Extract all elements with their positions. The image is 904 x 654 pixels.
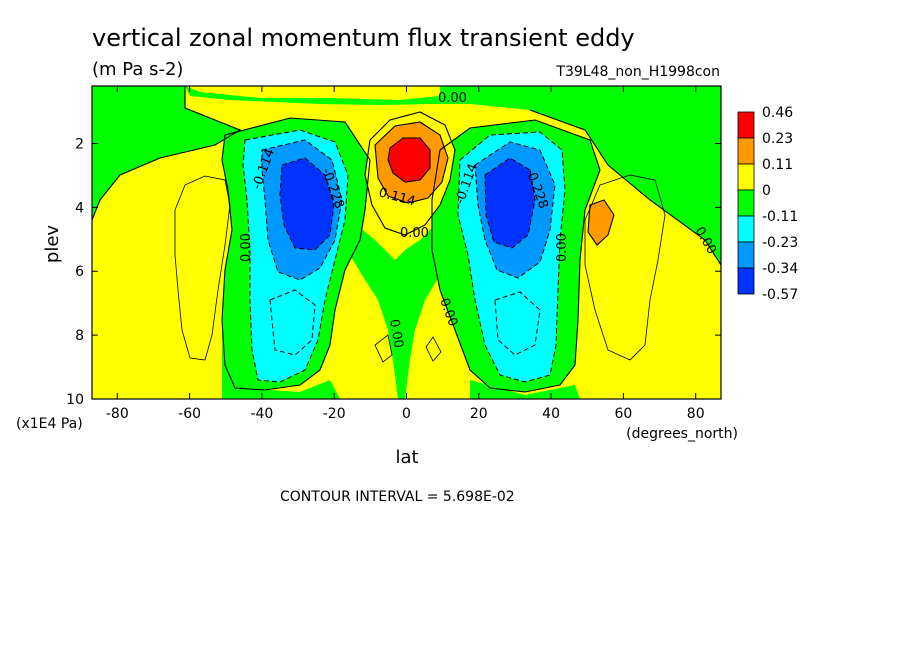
colorbar-label: -0.57 bbox=[762, 287, 798, 303]
contour-label: 0.00 bbox=[555, 233, 570, 262]
colorbar-label: -0.23 bbox=[762, 235, 798, 251]
y-tick-label: 2 bbox=[75, 136, 84, 152]
y-tick-label: 6 bbox=[75, 264, 84, 280]
x-tick-label: -40 bbox=[250, 406, 273, 422]
y-axis-label: plev bbox=[42, 225, 63, 264]
contour-interval: CONTOUR INTERVAL = 5.698E-02 bbox=[280, 489, 515, 505]
contour-lines-positive bbox=[174, 174, 666, 363]
field-nh-deepblue bbox=[485, 158, 535, 248]
colorbar-label: 0.46 bbox=[762, 105, 793, 121]
contour-label: 0.00 bbox=[386, 318, 406, 349]
x-tick-label: 40 bbox=[542, 406, 560, 422]
field-bottom-green-right bbox=[470, 380, 580, 399]
contour-label: 0.00 bbox=[400, 226, 429, 241]
chart-units: (m Pa s-2) bbox=[92, 59, 183, 80]
colorbar-swatch bbox=[737, 137, 755, 165]
field-top-yellow-strip bbox=[185, 86, 440, 100]
plot-area: 0.00 0.00 0.00 0.00 0.00 0.00 0.00 -0.11… bbox=[91, 85, 722, 400]
field-sh-deepblue bbox=[280, 158, 334, 250]
y-tick-label: 8 bbox=[75, 328, 84, 344]
field-left-green-top bbox=[92, 86, 240, 220]
contour-label: 0.00 bbox=[239, 233, 254, 262]
contour-lines-solid bbox=[91, 86, 722, 393]
colorbar-swatch bbox=[737, 189, 755, 217]
colorbar-label: -0.34 bbox=[762, 261, 798, 277]
contour-lines-negative bbox=[242, 129, 566, 383]
field-nh-orange bbox=[588, 200, 614, 245]
y-axis-units: (x1E4 Pa) bbox=[16, 416, 83, 432]
chart-title: vertical zonal momentum flux transient e… bbox=[92, 24, 635, 52]
field-eq-red bbox=[388, 138, 430, 182]
x-axis: -80 -60 -40 -20 0 20 40 60 80 bbox=[106, 86, 705, 422]
contour-label: 0.00 bbox=[438, 91, 467, 106]
x-tick-label: 20 bbox=[470, 406, 488, 422]
x-tick-label: -60 bbox=[178, 406, 201, 422]
colorbar-swatch bbox=[737, 163, 755, 191]
colorbar-label: 0.11 bbox=[762, 157, 793, 173]
colorbar-label: 0 bbox=[762, 183, 771, 199]
x-tick-label: 60 bbox=[614, 406, 632, 422]
x-tick-label: 80 bbox=[687, 406, 705, 422]
colorbar-swatch bbox=[737, 241, 755, 269]
y-axis: 2 4 6 8 10 bbox=[66, 136, 721, 408]
colorbar-swatch bbox=[737, 267, 755, 295]
colorbar: 0.46 0.23 0.11 0 -0.11 -0.23 -0.34 -0.57 bbox=[737, 105, 798, 303]
colorbar-swatch bbox=[737, 111, 755, 139]
colorbar-label: -0.11 bbox=[762, 209, 798, 225]
colorbar-label: 0.23 bbox=[762, 131, 793, 147]
x-tick-label: 0 bbox=[402, 406, 411, 422]
x-axis-label: lat bbox=[395, 447, 418, 468]
field-center-green bbox=[345, 215, 455, 399]
y-tick-label: 4 bbox=[75, 200, 84, 216]
y-tick-label: 10 bbox=[66, 392, 84, 408]
field-top-green bbox=[92, 86, 721, 265]
run-label: T39L48_non_H1998con bbox=[555, 64, 720, 80]
x-axis-units: (degrees_north) bbox=[626, 426, 738, 442]
x-tick-label: -80 bbox=[106, 406, 129, 422]
field-bottom-green bbox=[222, 330, 340, 399]
x-tick-label: -20 bbox=[323, 406, 346, 422]
colorbar-swatch bbox=[737, 215, 755, 243]
